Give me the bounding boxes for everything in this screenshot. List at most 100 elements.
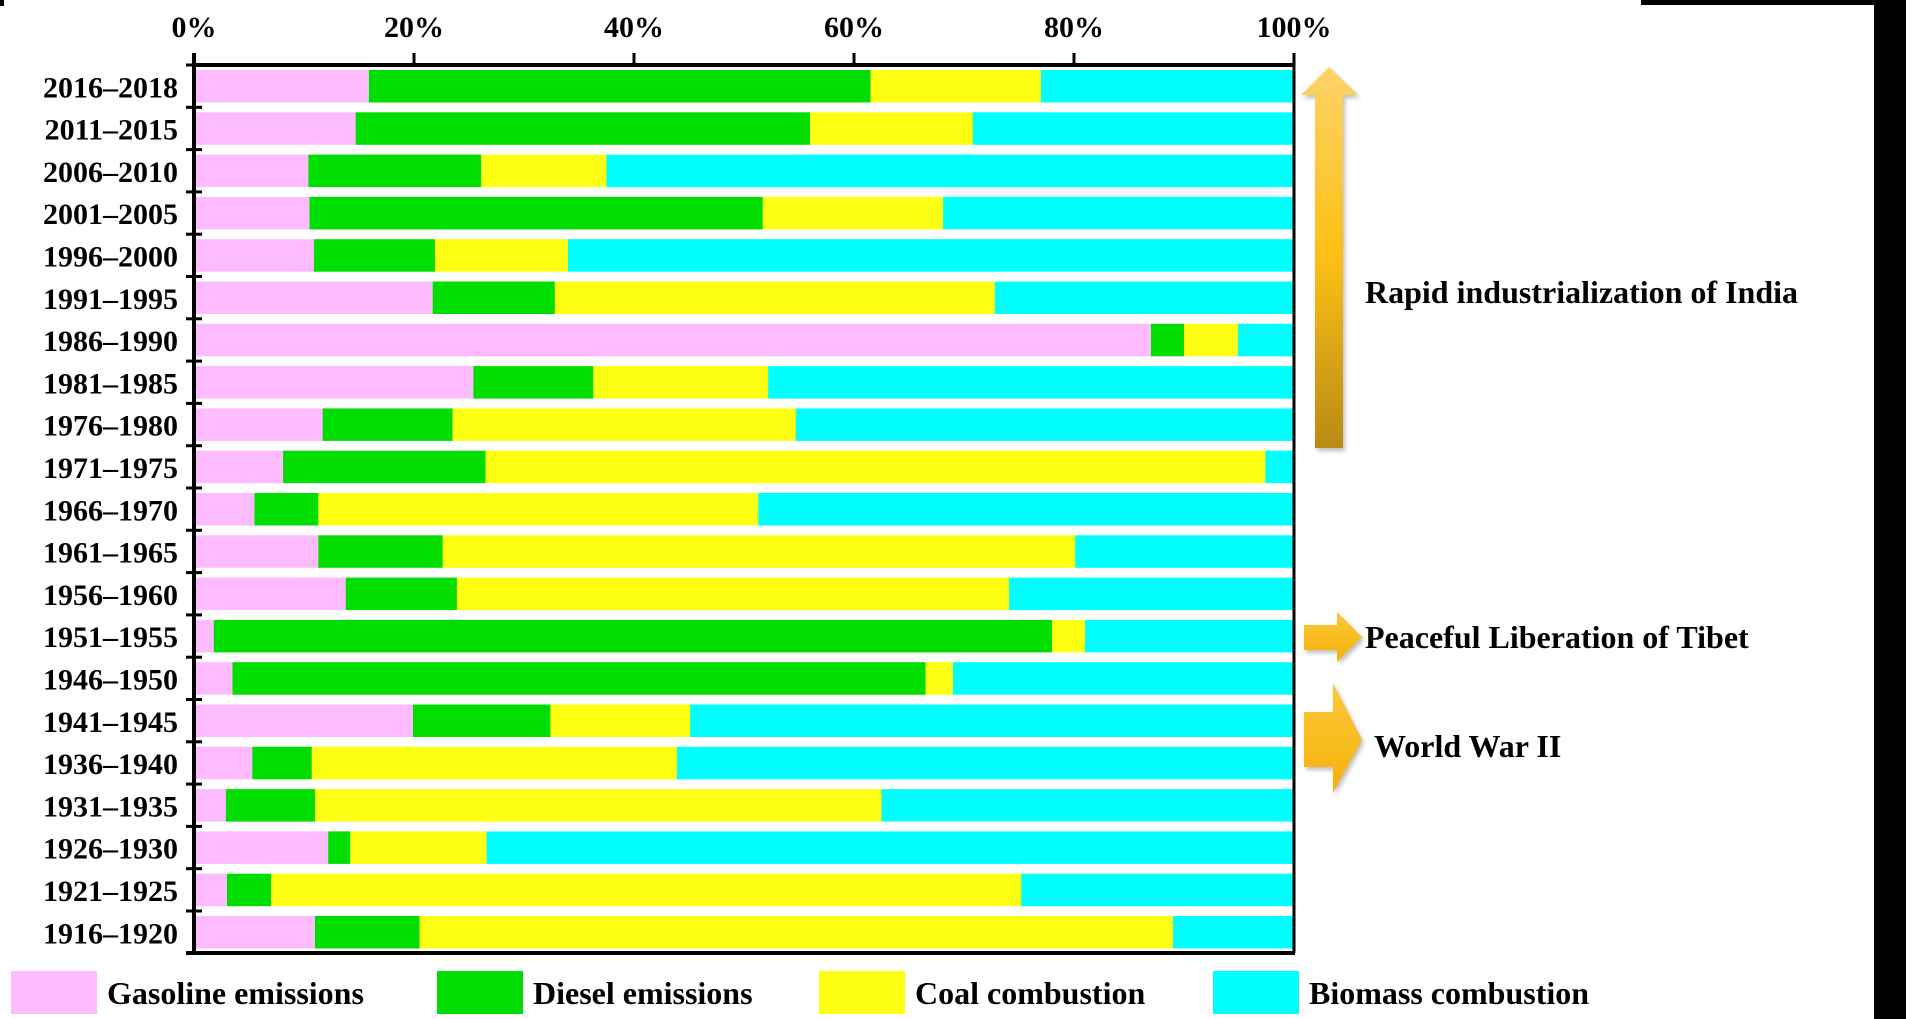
x-tick-label: 20% [384, 11, 444, 44]
bar-segment-diesel-emissions [227, 873, 272, 907]
bar-segment-biomass-combustion [953, 662, 1295, 695]
category-label: 2006–2010 [43, 156, 178, 189]
bar-segment-coal-combustion [442, 535, 1076, 568]
bar-row [194, 450, 1295, 484]
legend-label: Gasoline emissions [107, 975, 364, 1011]
bar-segment-gasoline-emissions [194, 70, 370, 103]
annotation-wwii: World War II [1374, 728, 1561, 764]
bar-segment-diesel-emissions [318, 535, 444, 568]
category-labels: 2016–2018 2011–2015 2006–2010 2001–2005 1996… [43, 71, 178, 950]
bar-segment-biomass-combustion [690, 704, 1295, 737]
bar-segment-coal-combustion [925, 662, 954, 695]
bar-segment-diesel-emissions [315, 916, 420, 949]
bar-segment-biomass-combustion [676, 746, 1295, 780]
bar-segment-diesel-emissions [473, 366, 594, 399]
bar-segment-biomass-combustion [994, 281, 1295, 314]
bar-segment-biomass-combustion [768, 366, 1295, 399]
category-label: 1996–2000 [43, 240, 178, 273]
bar-segment-diesel-emissions [283, 450, 486, 484]
bar-row [194, 831, 1295, 864]
bar-segment-coal-combustion [452, 408, 797, 441]
corner-mark [0, 0, 4, 6]
bar-segment-biomass-combustion [881, 789, 1295, 822]
bar-segment-gasoline-emissions [194, 873, 228, 907]
bar-segment-diesel-emissions [254, 493, 319, 526]
bar-row [194, 746, 1295, 780]
bar-segment-coal-combustion [481, 154, 607, 188]
bar-segment-biomass-combustion [1085, 619, 1295, 653]
bar-segment-coal-combustion [593, 366, 769, 399]
bar-row [194, 323, 1295, 357]
bar-segment-gasoline-emissions [194, 789, 227, 822]
bar-row [194, 196, 1295, 230]
legend-label: Coal combustion [915, 975, 1145, 1011]
bar-segment-diesel-emissions [309, 196, 764, 230]
bar-row [194, 70, 1295, 103]
category-label: 1946–1950 [43, 663, 178, 696]
bar-segment-gasoline-emissions [194, 577, 347, 611]
annotation-tibet: Peaceful Liberation of Tibet [1365, 619, 1749, 655]
axes-layer [186, 53, 1296, 955]
bars-layer [194, 70, 1295, 949]
annotations-layer: Rapid industrialization of India Peaceful… [1301, 67, 1798, 793]
bar-segment-gasoline-emissions [194, 450, 284, 484]
category-label: 2001–2005 [43, 198, 178, 231]
bar-row [194, 366, 1295, 399]
bar-segment-diesel-emissions [322, 408, 453, 441]
category-label: 1921–1925 [43, 875, 178, 908]
category-label: 1931–1935 [43, 790, 178, 823]
category-label: 1926–1930 [43, 833, 178, 866]
legend-item: Coal combustion [819, 971, 1145, 1014]
category-label: 1951–1955 [43, 621, 178, 654]
bar-row [194, 704, 1295, 737]
bar-segment-diesel-emissions [232, 662, 926, 695]
legend-swatch [437, 971, 523, 1014]
bar-segment-diesel-emissions [328, 831, 351, 864]
category-label: 1916–1920 [43, 917, 178, 950]
bar-row [194, 493, 1295, 526]
bar-segment-coal-combustion [550, 704, 691, 737]
up-arrow-icon [1301, 67, 1358, 448]
category-label: 1976–1980 [43, 410, 178, 443]
bar-segment-biomass-combustion [1173, 916, 1295, 949]
legend-label: Diesel emissions [533, 975, 753, 1011]
bar-segment-biomass-combustion [943, 196, 1295, 230]
legend: Gasoline emissions Diesel emissions Coal c… [11, 971, 1589, 1014]
bar-row [194, 789, 1295, 822]
bar-row [194, 408, 1295, 441]
category-label: 1936–1940 [43, 748, 178, 781]
bar-segment-gasoline-emissions [194, 746, 253, 780]
black-frame-right [1874, 0, 1906, 1019]
x-tick-label: 0% [172, 11, 217, 44]
bar-segment-biomass-combustion [1041, 70, 1295, 103]
bar-segment-diesel-emissions [1151, 323, 1185, 357]
bar-segment-diesel-emissions [252, 746, 313, 780]
bar-row [194, 239, 1295, 272]
bar-segment-coal-combustion [870, 70, 1042, 103]
bar-segment-diesel-emissions [313, 239, 436, 272]
bar-segment-gasoline-emissions [194, 662, 233, 695]
category-label: 1986–1990 [43, 325, 178, 358]
bar-segment-biomass-combustion [1265, 450, 1295, 484]
legend-swatch [819, 971, 905, 1014]
bar-segment-coal-combustion [271, 873, 1022, 907]
bar-segment-coal-combustion [762, 196, 944, 230]
bar-segment-gasoline-emissions [194, 619, 215, 653]
bar-row [194, 662, 1295, 695]
legend-item: Biomass combustion [1213, 971, 1589, 1014]
category-label: 1991–1995 [43, 283, 178, 316]
bar-segment-gasoline-emissions [194, 323, 1152, 357]
category-label: 1981–1985 [43, 367, 178, 400]
bar-segment-coal-combustion [419, 916, 1174, 949]
bar-segment-gasoline-emissions [194, 831, 329, 864]
bar-segment-diesel-emissions [225, 789, 316, 822]
bar-segment-gasoline-emissions [194, 493, 255, 526]
category-label: 2016–2018 [43, 71, 178, 104]
bar-segment-gasoline-emissions [194, 408, 324, 441]
bar-segment-diesel-emissions [213, 619, 1053, 653]
x-tick-label: 60% [824, 11, 884, 44]
category-label: 1966–1970 [43, 494, 178, 527]
bar-segment-coal-combustion [318, 493, 759, 526]
bar-segment-gasoline-emissions [194, 535, 319, 568]
right-arrow-icon [1304, 683, 1362, 793]
